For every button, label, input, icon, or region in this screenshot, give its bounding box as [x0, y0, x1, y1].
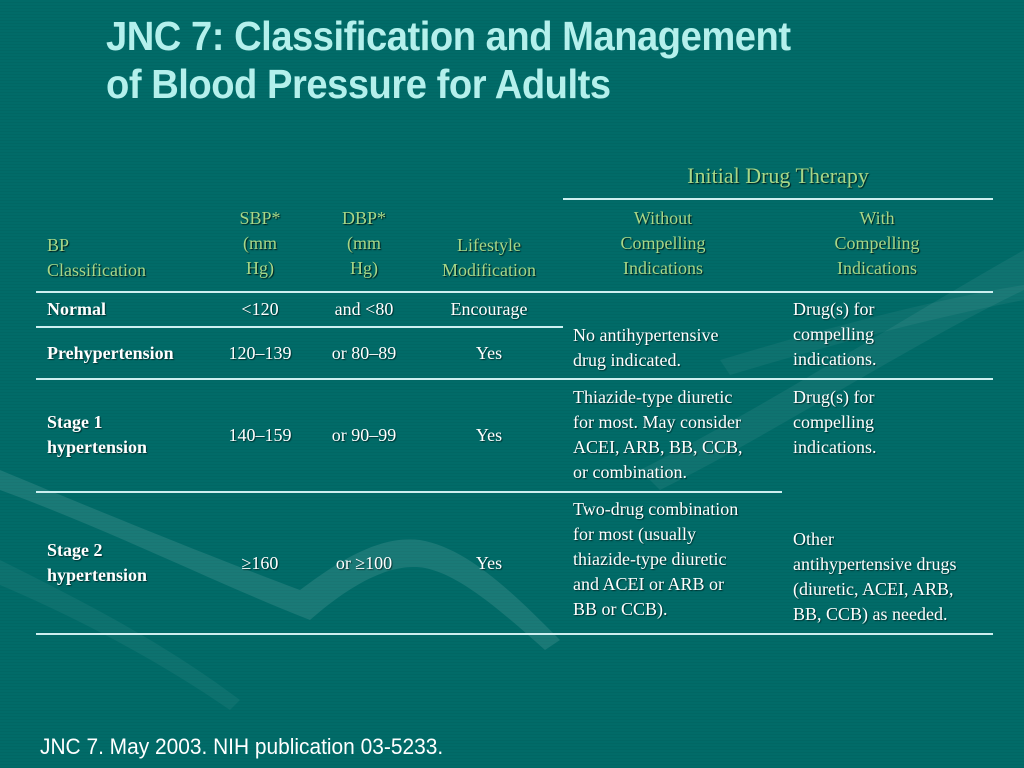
row-classification: Normal: [47, 299, 106, 319]
row-sbp: ≥160: [241, 553, 279, 573]
col-header-sbp: SBP* (mm Hg): [239, 208, 281, 278]
with-compelling-normal-prehyp: Drug(s) for compelling indications.: [793, 299, 877, 369]
col-header-without-compelling: Without Compelling Indications: [620, 208, 706, 278]
row-rule-stage1: [36, 491, 782, 493]
row-lifestyle: Encourage: [450, 299, 528, 319]
col-header-bp-classification: BP Classification: [47, 235, 146, 280]
without-compelling-normal-prehyp: No antihypertensive drug indicated.: [573, 325, 719, 370]
header-bottom-rule: [36, 291, 993, 293]
col-header-with-compelling: With Compelling Indications: [834, 208, 920, 278]
with-compelling-stage1: Drug(s) for compelling indications.: [793, 387, 877, 457]
row-lifestyle: Yes: [475, 343, 503, 363]
row-classification: Stage 2 hypertension: [47, 540, 148, 585]
row-rule-normal: [36, 326, 563, 328]
row-classification: Stage 1 hypertension: [47, 412, 148, 457]
row-sbp: 120–139: [228, 343, 292, 363]
col-header-lifestyle: Lifestyle Modification: [442, 235, 536, 280]
row-dbp: or 80–89: [331, 343, 397, 363]
row-dbp: or 90–99: [331, 425, 397, 445]
row-lifestyle: Yes: [475, 425, 503, 445]
title-line-1: JNC 7: Classification and Management: [106, 13, 791, 59]
without-compelling-stage2: Two-drug combination for most (usually t…: [573, 499, 739, 619]
row-rule-prehypertension: [36, 378, 993, 380]
slide-title: JNC 7: Classification and Management of …: [106, 12, 924, 108]
title-line-2: of Blood Pressure for Adults: [106, 61, 611, 107]
col-header-dbp: DBP* (mm Hg): [341, 208, 386, 278]
row-classification: Prehypertension: [47, 343, 174, 363]
citation-footer: JNC 7. May 2003. NIH publication 03-5233…: [40, 734, 444, 759]
group-header-rule: [563, 198, 993, 200]
row-lifestyle: Yes: [475, 553, 503, 573]
table-bottom-rule: [36, 633, 993, 635]
with-compelling-stage2: Other antihypertensive drugs (diuretic, …: [793, 529, 957, 624]
row-sbp: <120: [241, 299, 279, 319]
initial-drug-therapy-header: Initial Drug Therapy: [687, 163, 869, 188]
row-dbp: or ≥100: [335, 553, 393, 573]
row-sbp: 140–159: [228, 425, 292, 445]
row-dbp: and <80: [334, 299, 394, 319]
without-compelling-stage1: Thiazide-type diuretic for most. May con…: [573, 387, 743, 482]
